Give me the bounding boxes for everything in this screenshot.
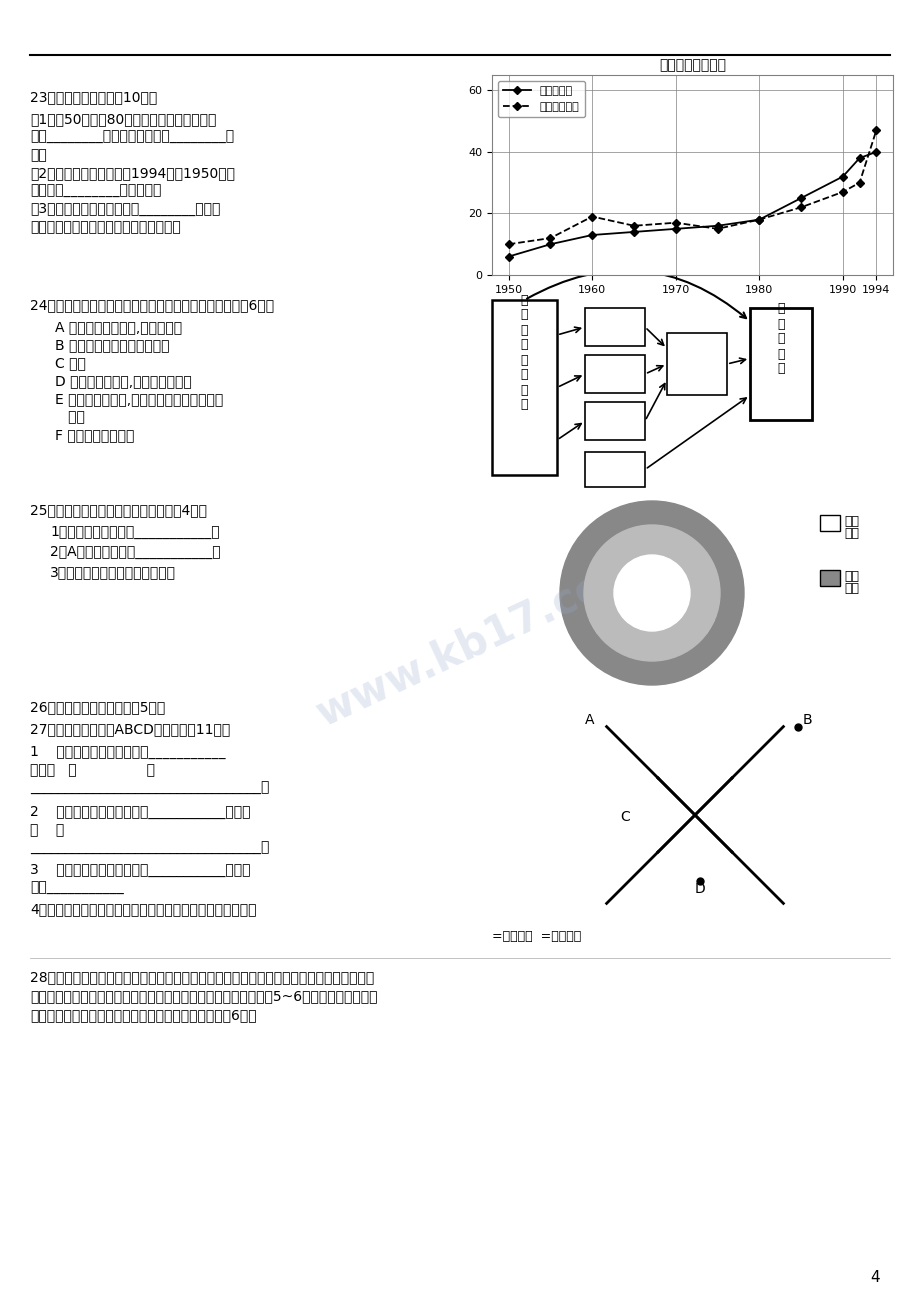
Text: 3    、居住区最有可能布局在___________点，理: 3 、居住区最有可能布局在___________点，理 <box>30 863 250 878</box>
城市人口数 <box>853 150 864 165</box>
Text: F 第二次社会大分工: F 第二次社会大分工 <box>55 428 134 441</box>
Text: =干线公路  =外围环线: =干线公路 =外围环线 <box>492 930 581 943</box>
Circle shape <box>595 715 794 915</box>
城市人口数 <box>670 221 681 237</box>
城市人口数 <box>795 190 806 206</box>
城市人口比重 <box>628 217 639 233</box>
Circle shape <box>560 501 743 685</box>
城市人口比重 <box>836 184 847 199</box>
城市人口比重 <box>795 199 806 215</box>
Title: 我国城市化进程图: 我国城市化进程图 <box>658 59 725 73</box>
城市人口比重 <box>853 174 864 190</box>
城市人口比重 <box>753 212 764 228</box>
城市人口比重 <box>670 215 681 230</box>
Bar <box>749 309 811 421</box>
城市人口比重 <box>869 122 880 138</box>
城市人口数 <box>628 224 639 240</box>
Text: 23、读下图，回答：（10分）: 23、读下图，回答：（10分） <box>30 90 157 104</box>
Text: 27、读图回答：图中ABCD四点中，（11分）: 27、读图回答：图中ABCD四点中，（11分） <box>30 723 230 736</box>
Text: 绿化: 绿化 <box>843 570 858 583</box>
Text: （2）我国的城市人口比重1994年比1950年的: （2）我国的城市人口比重1994年比1950年的 <box>30 165 234 180</box>
Circle shape <box>584 525 720 661</box>
Text: B 货物聚集和商品交换的场地: B 货物聚集和商品交换的场地 <box>55 339 169 352</box>
Text: 26、城市交通有何特点：（5分）: 26、城市交通有何特点：（5分） <box>30 700 165 713</box>
Text: （3）城市人口比重下降的是________年代，: （3）城市人口比重下降的是________年代， <box>30 202 221 216</box>
城市人口数 <box>836 169 847 185</box>
Text: 2、A处一般设计为为___________。: 2、A处一般设计为为___________。 <box>50 546 221 559</box>
Text: 用地: 用地 <box>843 582 858 595</box>
城市人口数 <box>503 249 514 264</box>
城市人口数 <box>544 237 555 253</box>
Text: B: B <box>801 713 811 727</box>
Text: 3、该城市绿地系统有哪些好处：: 3、该城市绿地系统有哪些好处： <box>50 565 176 579</box>
Text: 28、客家人原是居住在中原的汉人，后几经战乱，展转南迁，在闽粤交界一带定居。他们利: 28、客家人原是居住在中原的汉人，后几经战乱，展转南迁，在闽粤交界一带定居。他们… <box>30 970 374 984</box>
Text: 1    、商业区最有可能布局在___________: 1 、商业区最有可能布局在___________ <box>30 745 225 759</box>
Text: 约增加了________个百分点。: 约增加了________个百分点。 <box>30 184 161 198</box>
Text: A: A <box>584 713 594 727</box>
Text: 房间同样大小，不分男女老幼，聚集而居。读图回答（6分）: 房间同样大小，不分男女老幼，聚集而居。读图回答（6分） <box>30 1008 256 1022</box>
Bar <box>819 516 839 531</box>
城市人口比重 <box>544 230 555 246</box>
Text: A: A <box>646 590 656 604</box>
Text: C 集市: C 集市 <box>55 355 85 370</box>
城市人口比重 <box>586 208 597 224</box>
Text: 由是___________: 由是___________ <box>30 881 124 894</box>
Text: 由    是: 由 是 <box>30 823 64 837</box>
Line: 城市人口比重: 城市人口比重 <box>505 128 879 247</box>
城市人口比重 <box>711 221 722 237</box>
Bar <box>492 299 556 475</box>
Text: （1）从50年代到80年代，城市人口增幅最大: （1）从50年代到80年代，城市人口增幅最大 <box>30 112 216 126</box>
Text: 24、分析城市的起源，将正确的代号填入相应的方框中（6分）: 24、分析城市的起源，将正确的代号填入相应的方框中（6分） <box>30 298 274 312</box>
Text: 用当地的土、卵石、木杉等建造了奇特的土楼。外型呈圆形，高达5~6层，墙体很厚，内部: 用当地的土、卵石、木杉等建造了奇特的土楼。外型呈圆形，高达5~6层，墙体很厚，内… <box>30 990 377 1003</box>
城市人口比重 <box>503 237 514 253</box>
城市人口数 <box>586 227 597 242</box>
Text: 这种现象是否叫逆城市化现象？为什么？: 这种现象是否叫逆城市化现象？为什么？ <box>30 220 180 234</box>
城市人口数 <box>869 145 880 160</box>
Text: 4: 4 <box>869 1271 879 1285</box>
城市人口数 <box>711 217 722 233</box>
Text: 其它: 其它 <box>843 516 858 529</box>
Text: D 优越的自然条件,河流冲积平原上: D 优越的自然条件,河流冲积平原上 <box>55 374 191 388</box>
Bar <box>819 570 839 586</box>
Text: www.kb17.com: www.kb17.com <box>309 546 650 734</box>
Text: _________________________________：: _________________________________： <box>30 841 269 855</box>
Circle shape <box>613 555 689 631</box>
Text: 4、图中哪些地方应布局绿化带，请你用相应的图例画出来。: 4、图中哪些地方应布局绿化带，请你用相应的图例画出来。 <box>30 902 256 917</box>
Text: 点，理   由                是: 点，理 由 是 <box>30 763 154 777</box>
Text: 2    、工业区最有可能布局在___________点，理: 2 、工业区最有可能布局在___________点，理 <box>30 805 250 819</box>
Text: 产品: 产品 <box>55 410 85 424</box>
Text: 1、该城市空间形态为___________。: 1、该城市空间形态为___________。 <box>50 525 220 539</box>
城市人口数 <box>753 212 764 228</box>
Text: 社
会
生
产
力
的
发
展: 社 会 生 产 力 的 发 展 <box>520 293 528 411</box>
Text: D: D <box>694 881 705 896</box>
Bar <box>584 355 644 393</box>
Text: 25、读城市绿地理想模式图，回答：（4分）: 25、读城市绿地理想模式图，回答：（4分） <box>30 503 207 517</box>
Text: 的是________年，增幅最小的是________年: 的是________年，增幅最小的是________年 <box>30 130 233 145</box>
Text: 城
市
的
诞
生: 城 市 的 诞 生 <box>777 302 784 375</box>
Text: E 农耕业大大发展,能为城市提供大量的农副: E 农耕业大大发展,能为城市提供大量的农副 <box>55 392 223 406</box>
Text: C: C <box>619 810 630 824</box>
Text: _________________________________：: _________________________________： <box>30 781 269 796</box>
Text: 用地: 用地 <box>843 527 858 540</box>
Line: 城市人口数: 城市人口数 <box>505 150 879 259</box>
Text: 代。: 代。 <box>30 148 47 161</box>
Bar <box>584 402 644 440</box>
Bar <box>666 333 726 395</box>
Text: A 农业生产技术创新,有剩余产品: A 农业生产技术创新,有剩余产品 <box>55 320 182 335</box>
Bar <box>584 309 644 346</box>
Legend: 城市人口数, 城市人口比重: 城市人口数, 城市人口比重 <box>497 81 584 117</box>
Bar <box>584 452 644 487</box>
